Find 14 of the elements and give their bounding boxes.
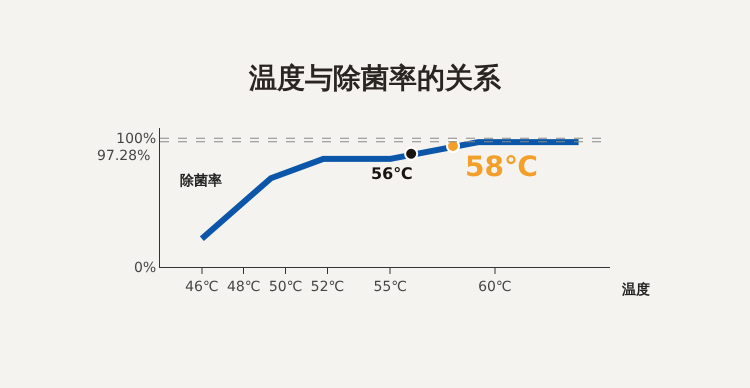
ref-line-label: 97.28% xyxy=(97,148,150,164)
y-tick-label: 0% xyxy=(134,260,156,276)
x-tick-label: 48℃ xyxy=(226,278,260,295)
x-tick-label: 50℃ xyxy=(268,278,302,295)
x-tick-label: 46℃ xyxy=(185,278,219,295)
x-tick-label: 52℃ xyxy=(310,278,344,295)
y-tick-label: 100% xyxy=(116,131,156,148)
x-tick-label: 60℃ xyxy=(478,278,512,295)
x-axis-title: 温度 xyxy=(621,281,650,298)
annotation: 58℃ xyxy=(465,150,538,183)
x-tick-label: 55℃ xyxy=(373,278,408,295)
chart-title: 温度与除菌率的关系 xyxy=(248,61,502,94)
y-axis-title: 除菌率 xyxy=(180,172,222,189)
annotation: 56℃ xyxy=(371,164,413,183)
